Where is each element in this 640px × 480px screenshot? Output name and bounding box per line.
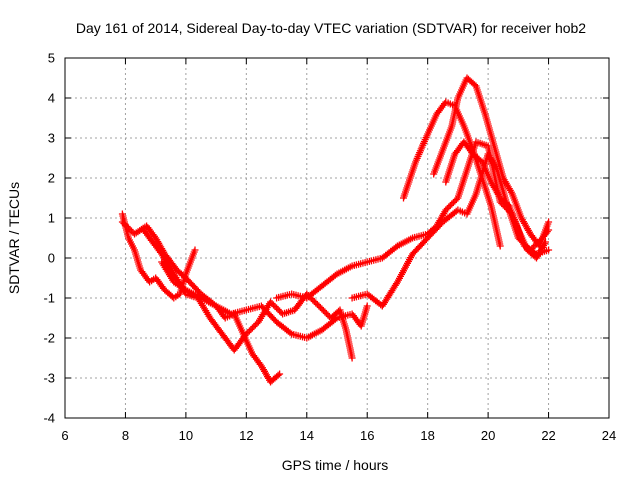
y-axis-label: SDTVAR / TECUs bbox=[6, 182, 22, 294]
x-tick-label: 6 bbox=[61, 428, 68, 443]
series-track-8 bbox=[430, 74, 553, 250]
y-tick-label: -2 bbox=[43, 331, 55, 346]
series-track-4 bbox=[158, 258, 371, 342]
plot-frame bbox=[64, 57, 610, 419]
x-tick-label: 20 bbox=[481, 428, 495, 443]
y-axis-ticks: 5 4 3 2 1 0 -1 -2 -3 -4 bbox=[43, 51, 609, 426]
y-tick-label: -4 bbox=[43, 411, 55, 426]
y-tick-label: 1 bbox=[48, 211, 55, 226]
x-axis-label: GPS time / hours bbox=[282, 457, 389, 473]
x-axis-ticks: 6 8 10 12 14 16 18 20 22 24 bbox=[61, 58, 616, 443]
y-tick-label: 0 bbox=[48, 251, 55, 266]
plus-markers bbox=[158, 258, 371, 342]
plus-markers bbox=[442, 138, 549, 262]
y-tick-label: 5 bbox=[48, 51, 55, 66]
y-tick-label: -3 bbox=[43, 371, 55, 386]
x-tick-label: 18 bbox=[420, 428, 434, 443]
x-tick-label: 10 bbox=[179, 428, 193, 443]
y-tick-label: -1 bbox=[43, 291, 55, 306]
x-tick-label: 12 bbox=[239, 428, 253, 443]
series-track-1 bbox=[118, 210, 199, 302]
x-tick-label: 22 bbox=[541, 428, 555, 443]
plus-markers bbox=[430, 74, 553, 250]
x-tick-label: 16 bbox=[360, 428, 374, 443]
plus-markers bbox=[118, 210, 199, 302]
data-series bbox=[118, 74, 553, 386]
series-track-9 bbox=[442, 138, 549, 262]
y-tick-label: 3 bbox=[48, 131, 55, 146]
x-tick-label: 24 bbox=[602, 428, 616, 443]
y-tick-label: 4 bbox=[48, 91, 55, 106]
x-tick-label: 8 bbox=[122, 428, 129, 443]
y-tick-label: 2 bbox=[48, 171, 55, 186]
x-tick-label: 14 bbox=[300, 428, 314, 443]
chart-title: Day 161 of 2014, Sidereal Day-to-day VTE… bbox=[76, 20, 586, 36]
